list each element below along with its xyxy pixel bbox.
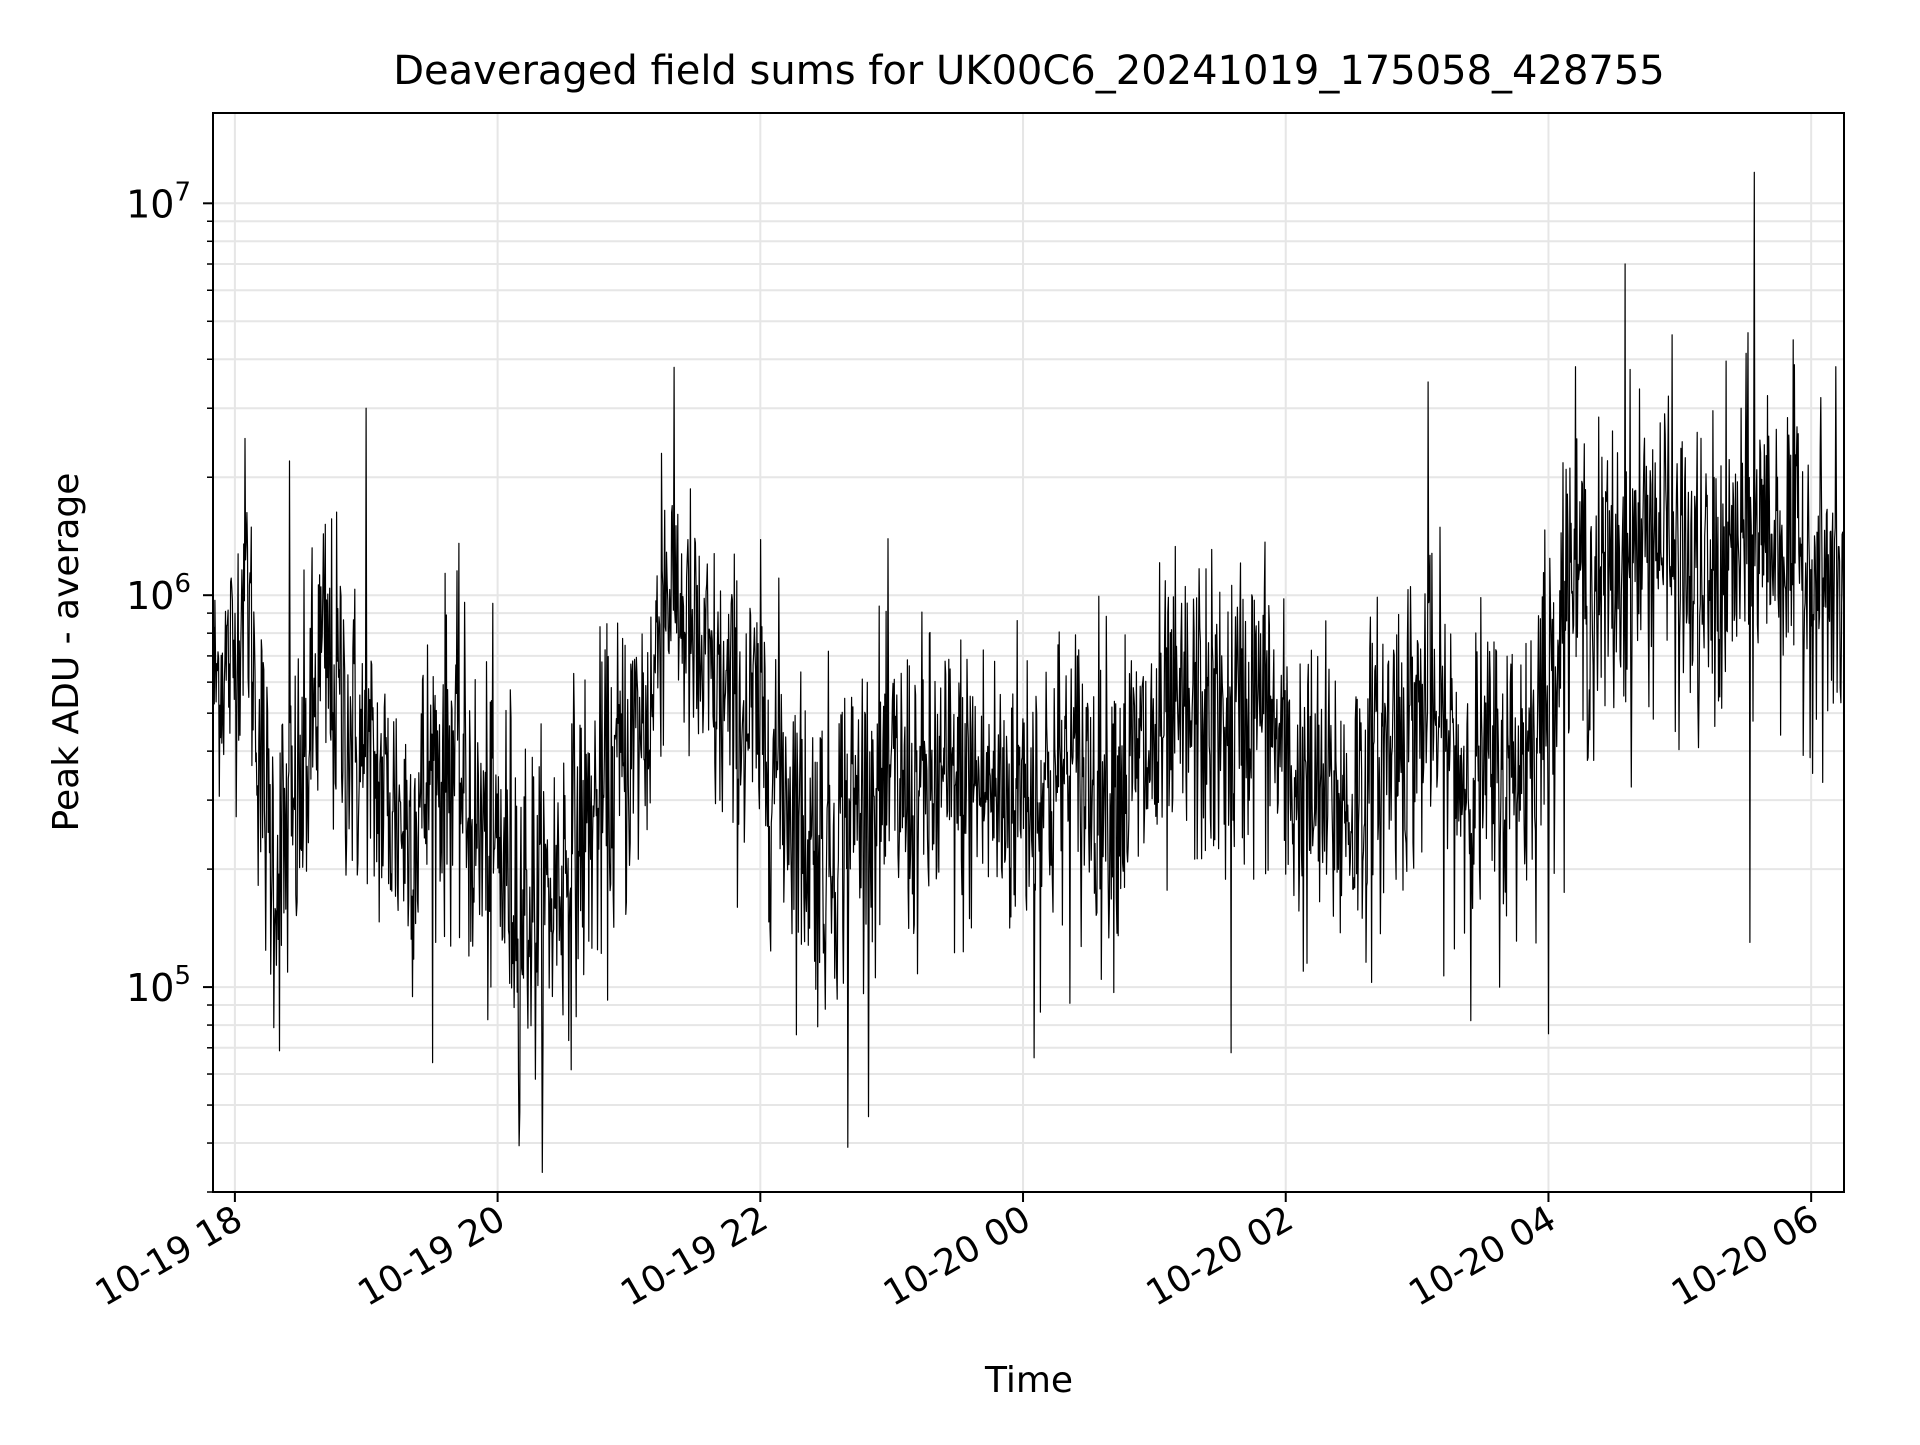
chart-title: Deaveraged field sums for UK00C6_2024101… xyxy=(393,48,1664,94)
y-tick-label: 106 xyxy=(126,569,191,618)
series-line xyxy=(213,171,1844,1173)
x-axis-label: Time xyxy=(984,1360,1073,1401)
axes-frame xyxy=(212,112,1845,1193)
y-tick-label: 107 xyxy=(126,177,191,226)
y-tick-label: 105 xyxy=(126,961,191,1010)
y-axis-label: Peak ADU - average xyxy=(46,473,87,832)
plot-area xyxy=(213,171,1844,1173)
